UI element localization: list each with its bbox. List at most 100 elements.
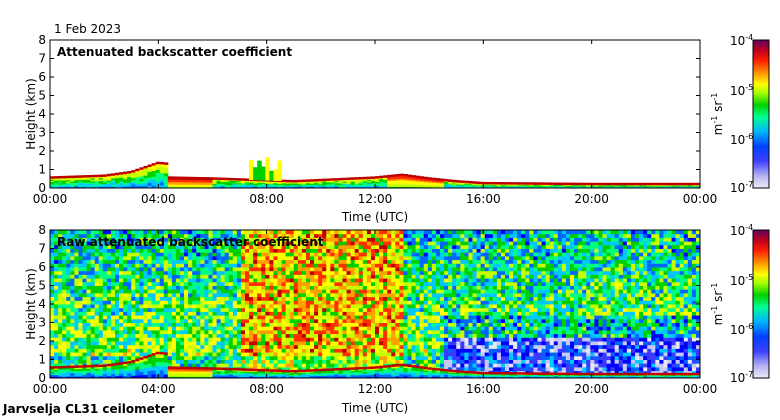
raw-backscatter-cell [54,233,59,238]
bottom-panel: Raw attenuated backscatter coefficient 0… [24,223,770,415]
raw-backscatter-cell [127,352,132,357]
backscatter-cell [293,184,299,187]
raw-boundary-cell [94,368,100,371]
backscatter-cell [115,186,120,189]
raw-boundary-cell [289,375,295,378]
raw-boundary-cell [301,372,307,374]
raw-backscatter-cell [90,237,96,242]
raw-boundary-cell [249,372,254,375]
raw-backscatter-cell [192,270,197,275]
backscatter-cell [253,181,258,183]
raw-backscatter-cell [253,333,258,338]
backscatter-cell [110,181,116,184]
raw-boundary-cell [220,375,226,378]
raw-boundary-cell [346,372,352,375]
raw-backscatter-cell [159,311,165,316]
raw-backscatter-cell [155,281,161,286]
raw-backscatter-cell [354,300,360,305]
raw-boundary-cell [208,368,213,371]
raw-backscatter-cell [62,363,67,368]
raw-backscatter-cell [318,337,323,342]
backscatter-cell [273,184,278,186]
raw-backscatter-cell [167,233,173,238]
backscatter-cell [529,186,534,188]
raw-boundary-cell [50,376,55,379]
raw-backscatter-cell [131,304,136,309]
raw-backscatter-cell [216,259,222,264]
backscatter-cell [326,182,331,185]
raw-backscatter-cell [94,352,100,357]
raw-backscatter-cell [358,359,364,364]
raw-backscatter-cell [216,315,222,320]
raw-backscatter-cell [322,337,327,342]
raw-backscatter-cell [151,289,157,294]
backscatter-cell [102,180,108,183]
raw-backscatter-cell [123,300,128,305]
raw-backscatter-cell [151,281,157,286]
raw-backscatter-cell [293,333,299,338]
raw-backscatter-cell [66,267,71,272]
backscatter-cell [407,177,413,180]
raw-backscatter-cell [90,307,96,312]
raw-backscatter-cell [171,359,177,364]
raw-backscatter-cell [301,315,307,320]
raw-backscatter-cell [346,359,352,364]
backscatter-cell [163,184,169,189]
raw-backscatter-cell [232,300,238,305]
raw-backscatter-cell [249,318,254,323]
raw-backscatter-cell [245,267,250,272]
raw-backscatter-cell [297,363,303,368]
raw-backscatter-cell [196,241,201,246]
raw-backscatter-cell [253,355,258,360]
raw-backscatter-cell [281,281,287,286]
raw-backscatter-cell [358,244,364,249]
backscatter-cell [553,185,559,187]
raw-boundary-layer-top [200,367,205,370]
raw-backscatter-cell [66,307,71,312]
raw-backscatter-cell [273,307,278,312]
backscatter-cell [78,180,83,183]
backscatter-cell [208,179,213,182]
raw-backscatter-cell [135,296,140,301]
raw-backscatter-cell [289,352,295,357]
raw-backscatter-cell [257,237,262,242]
backscatter-cell [525,184,530,186]
backscatter-cell [135,170,140,173]
raw-backscatter-cell [204,274,209,279]
boundary-layer-top [598,182,603,186]
raw-boundary-layer-top [143,355,148,359]
backscatter-cell [509,186,514,188]
raw-backscatter-cell [228,304,234,309]
raw-backscatter-cell [163,329,169,335]
raw-backscatter-cell [78,344,83,349]
raw-backscatter-cell [102,359,108,364]
raw-backscatter-cell [184,318,189,323]
raw-backscatter-cell [261,300,266,305]
backscatter-cell [521,184,526,186]
raw-boundary-cell [281,374,287,377]
raw-backscatter-cell [66,359,71,364]
raw-backscatter-cell [62,326,67,331]
backscatter-cell [216,183,222,186]
boundary-layer-top [594,182,599,186]
backscatter-cell [236,181,242,184]
backscatter-cell [383,180,388,183]
raw-backscatter-cell [293,259,299,264]
raw-backscatter-cell [106,315,112,320]
backscatter-cell [62,178,67,181]
raw-backscatter-cell [236,322,242,327]
raw-backscatter-cell [147,352,153,357]
backscatter-cell [58,184,63,186]
raw-backscatter-cell [318,348,323,353]
raw-backscatter-cell [224,274,230,279]
raw-backscatter-cell [123,307,128,312]
raw-backscatter-cell [90,329,96,335]
backscatter-cell [423,184,429,187]
raw-backscatter-cell [240,341,246,346]
boundary-layer-top [184,176,189,180]
raw-backscatter-cell [261,329,266,335]
raw-backscatter-cell [200,341,205,346]
raw-backscatter-cell [196,300,201,305]
raw-backscatter-cell [350,348,356,353]
raw-backscatter-cell [115,300,120,305]
